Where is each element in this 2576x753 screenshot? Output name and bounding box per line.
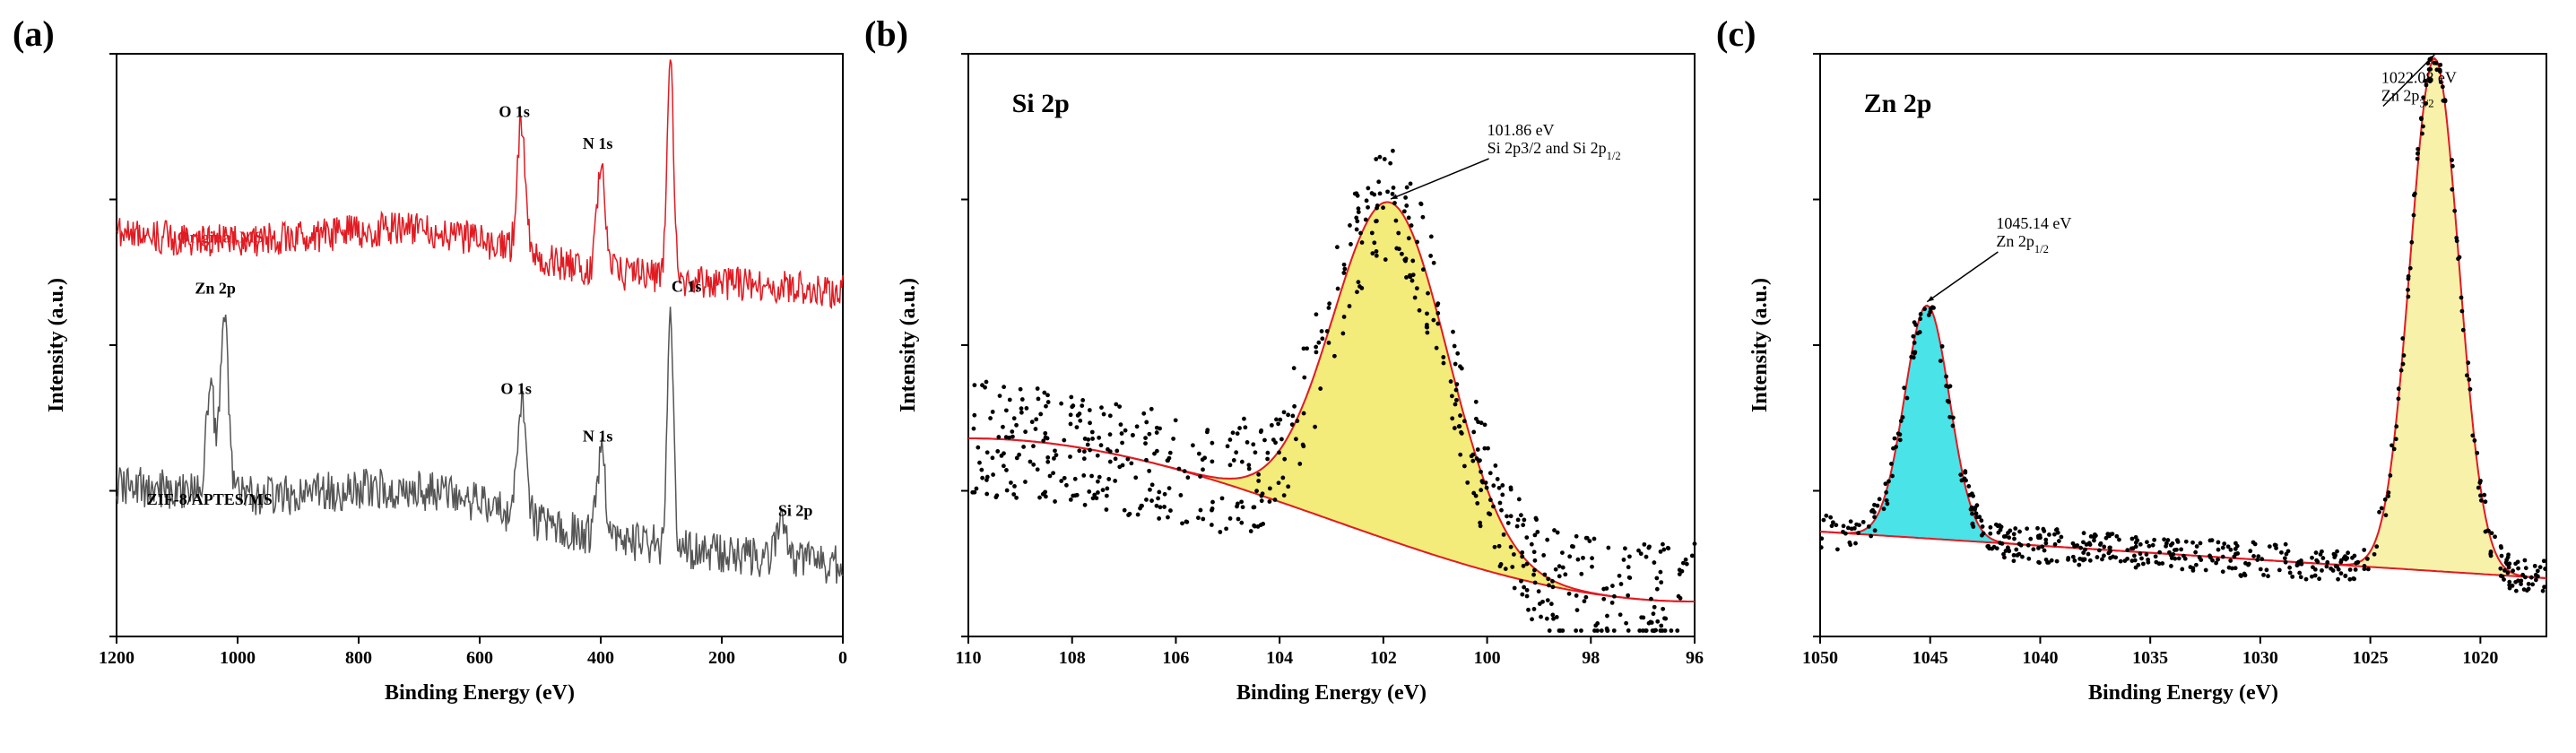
svg-text:O 1s: O 1s xyxy=(500,380,532,398)
panel-a-label: (a) xyxy=(13,13,55,55)
svg-text:108: 108 xyxy=(1059,648,1086,668)
svg-text:1030: 1030 xyxy=(2242,648,2278,668)
svg-text:Si 2p: Si 2p xyxy=(1012,89,1070,118)
svg-text:600: 600 xyxy=(466,648,493,668)
panel-a-chart: 1200 1000 800 600 400 200 0 Binding Energy (eV)… xyxy=(18,18,861,735)
panel-a-wrap: (a) 120010008006004002000Binding Energy … xyxy=(18,18,861,735)
panel-c-wrap: (c) 1050104510401035103010251020Binding … xyxy=(1722,18,2564,735)
svg-text:1020: 1020 xyxy=(2462,648,2498,668)
svg-text:O 1s: O 1s xyxy=(499,103,530,121)
svg-text:Si 2p: Si 2p xyxy=(778,501,813,519)
svg-text:104: 104 xyxy=(1266,648,1293,668)
panel-b-label: (b) xyxy=(864,13,908,55)
svg-text:1200: 1200 xyxy=(99,648,134,668)
svg-text:N 1s: N 1s xyxy=(583,428,613,446)
panel-b-chart: 110 108 106 104 102 100 98 96 Binding Energy (eV… xyxy=(870,18,1713,735)
panel-c-label: (c) xyxy=(1716,13,1756,55)
svg-text:101.86 eV: 101.86 eV xyxy=(1487,121,1555,139)
svg-text:800: 800 xyxy=(345,648,372,668)
svg-text:1000: 1000 xyxy=(220,648,256,668)
svg-text:106: 106 xyxy=(1162,648,1189,668)
svg-text:Zn 2p: Zn 2p xyxy=(195,279,236,297)
svg-text:400: 400 xyxy=(587,648,614,668)
svg-text:ZIF-8/APTES/MS: ZIF-8/APTES/MS xyxy=(147,490,273,508)
svg-text:98: 98 xyxy=(1582,648,1600,668)
svg-text:1025: 1025 xyxy=(2353,648,2389,668)
svg-text:1050: 1050 xyxy=(1802,648,1838,668)
svg-text:Intensity (a.u.): Intensity (a.u.) xyxy=(1748,278,1772,412)
svg-text:96: 96 xyxy=(1686,648,1704,668)
svg-text:1040: 1040 xyxy=(2022,648,2058,668)
panel-c-chart: 1050 1045 1040 1035 1030 1025 1020 Binding Ener… xyxy=(1722,18,2564,735)
svg-text:Intensity (a.u.): Intensity (a.u.) xyxy=(897,278,920,412)
svg-text:200: 200 xyxy=(708,648,735,668)
svg-text:N 1s: N 1s xyxy=(583,134,613,152)
figure-row: (a) 120010008006004002000Binding Energy … xyxy=(18,18,2558,735)
svg-text:Original MS: Original MS xyxy=(178,229,265,247)
svg-text:1045: 1045 xyxy=(1912,648,1948,668)
svg-text:110: 110 xyxy=(956,648,982,668)
svg-text:102: 102 xyxy=(1370,648,1397,668)
svg-text:100: 100 xyxy=(1474,648,1501,668)
svg-text:0: 0 xyxy=(838,648,847,668)
svg-text:1035: 1035 xyxy=(2132,648,2168,668)
svg-text:Zn 2p: Zn 2p xyxy=(1864,89,1932,118)
svg-text:Intensity (a.u.): Intensity (a.u.) xyxy=(45,278,68,412)
svg-text:Binding Energy (eV): Binding Energy (eV) xyxy=(2088,681,2278,705)
panel-b-wrap: (b) 1101081061041021009896Binding Energy… xyxy=(870,18,1713,735)
svg-text:Binding Energy (eV): Binding Energy (eV) xyxy=(1236,681,1427,705)
svg-text:C 1s: C 1s xyxy=(672,277,702,295)
svg-text:1022.08 eV: 1022.08 eV xyxy=(2381,69,2457,87)
svg-text:1045.14 eV: 1045.14 eV xyxy=(1996,214,2071,232)
svg-text:Binding Energy (eV): Binding Energy (eV) xyxy=(385,681,575,705)
